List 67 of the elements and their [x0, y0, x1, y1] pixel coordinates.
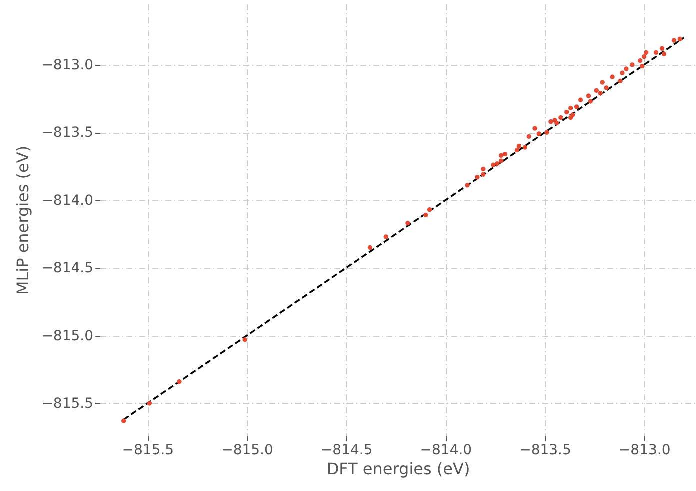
point [494, 161, 500, 166]
point [406, 221, 410, 226]
point [600, 80, 605, 85]
point [660, 46, 665, 52]
y-tick-label: −813.5 [42, 125, 94, 142]
point [558, 115, 564, 120]
x-tick-label: −815.0 [222, 442, 274, 458]
point [586, 94, 592, 98]
point [514, 148, 520, 153]
y-tick-label: −814.0 [42, 192, 94, 209]
point [578, 98, 584, 102]
point [554, 120, 560, 126]
point [242, 338, 248, 342]
point [672, 38, 676, 43]
point [618, 78, 623, 84]
point [574, 104, 580, 110]
point [498, 158, 504, 164]
point [465, 183, 470, 188]
point [548, 119, 554, 124]
point [481, 166, 486, 172]
point [630, 62, 635, 68]
point [620, 70, 625, 76]
point [502, 152, 508, 157]
point [384, 234, 388, 240]
point [147, 401, 152, 406]
point [498, 153, 504, 158]
point [678, 36, 682, 42]
point [177, 379, 182, 384]
point [588, 99, 594, 104]
point [526, 134, 532, 140]
point [481, 172, 486, 177]
x-tick-label: −814.0 [420, 442, 472, 458]
point [568, 115, 574, 120]
point [475, 175, 480, 180]
point [536, 132, 542, 136]
point [638, 58, 643, 64]
x-tick-label: −815.5 [122, 442, 174, 458]
point [644, 50, 649, 56]
point [368, 245, 373, 250]
point [532, 126, 538, 131]
point [594, 88, 600, 94]
point [610, 74, 615, 80]
point [522, 145, 528, 150]
x-tick-label: −813.5 [520, 442, 572, 458]
point [624, 66, 629, 72]
y-tick-label: −814.5 [42, 260, 94, 277]
point [121, 418, 126, 424]
point [544, 130, 550, 135]
point [604, 86, 609, 90]
point [640, 64, 645, 69]
x-tick-label: −813.0 [618, 442, 671, 458]
y-tick-label: −815.0 [42, 328, 94, 344]
point [427, 208, 432, 212]
point [598, 91, 603, 96]
y-axis-title: MLiP energies (eV) [14, 146, 33, 296]
point [654, 50, 659, 56]
x-tick-label: −814.5 [320, 442, 373, 458]
y-tick-label: −815.5 [42, 396, 94, 412]
y-tick-label: −813.0 [42, 57, 94, 74]
point [491, 162, 496, 168]
point [423, 212, 428, 218]
point [516, 144, 522, 149]
point [662, 52, 667, 56]
x-axis-title: DFT energies (eV) [326, 460, 470, 478]
point [564, 110, 570, 115]
point [642, 54, 647, 60]
point [568, 106, 574, 111]
